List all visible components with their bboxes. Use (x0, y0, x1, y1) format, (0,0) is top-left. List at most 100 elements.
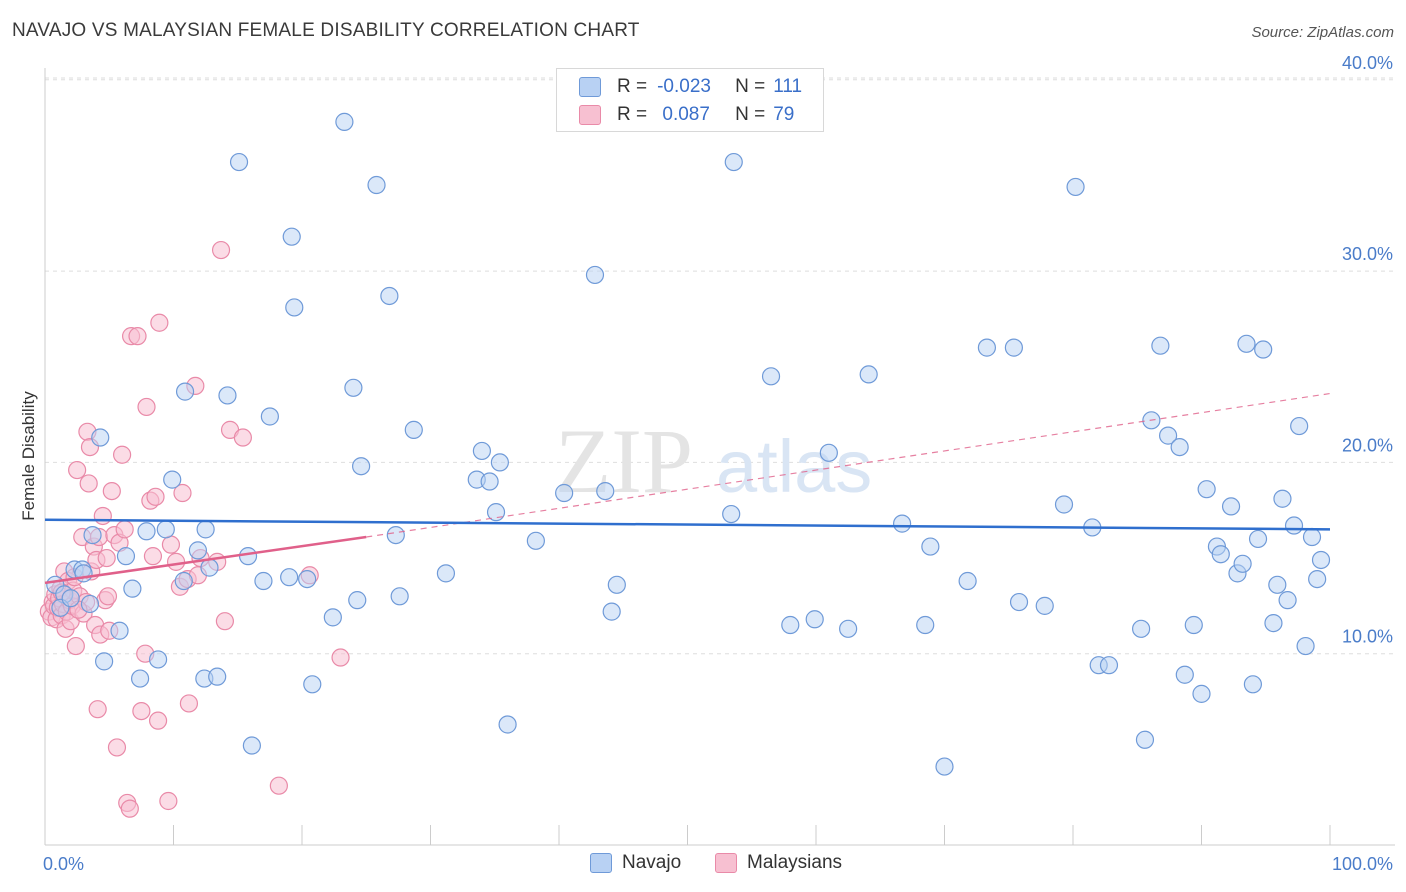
navajo-point (436, 564, 456, 583)
navajo-point (335, 112, 354, 131)
navajo-point (1192, 684, 1211, 703)
axis-labels: 10.0% 20.0% 30.0% 40.0% 0.0% 100.0% Female Dis… (19, 53, 1393, 874)
navajo-point (323, 608, 342, 627)
malaysians-point (159, 791, 178, 811)
bottom-legend-navajo[interactable]: Navajo (590, 852, 681, 874)
navajo-point (607, 575, 626, 594)
malaysians-point (66, 636, 85, 656)
navajo-point (1254, 340, 1273, 359)
navajo-point (916, 615, 935, 635)
malaysians-trend-dashed (366, 392, 1331, 538)
navajo-point (1211, 545, 1230, 564)
navajo-point (344, 378, 363, 397)
malaysians-point (150, 313, 169, 332)
navajo-point (208, 667, 227, 686)
navajo-point (555, 483, 574, 503)
x-tick-label: 0.0% (43, 854, 84, 874)
navajo-point (1158, 426, 1178, 445)
navajo-point (156, 520, 175, 539)
navajo-point (174, 571, 193, 591)
navajo-point (498, 715, 517, 734)
navajo-point (1066, 177, 1085, 197)
y-tick-label: 30.0% (1342, 244, 1393, 264)
chart-title: NAVAJO VS MALAYSIAN FEMALE DISABILITY CO… (12, 20, 640, 41)
navajo-point (196, 520, 215, 539)
navajo-point (280, 568, 299, 587)
navajo-point (1278, 591, 1297, 610)
axes (44, 68, 1395, 846)
navajo-point (1290, 416, 1309, 436)
navajo-point (390, 587, 409, 606)
navajo-point (303, 675, 322, 694)
malaysians-point (112, 445, 132, 464)
legend-r-value: -0.023 (657, 76, 711, 97)
legend-n-value: 79 (773, 104, 795, 125)
malaysians-point (97, 548, 116, 568)
navajo-point (935, 757, 954, 776)
bottom-legend-malaysians[interactable]: Malaysians (715, 852, 842, 874)
navajo-point (1175, 665, 1194, 684)
navajo-point (1264, 613, 1283, 633)
navajo-point (585, 265, 605, 285)
navajo-point (404, 420, 423, 439)
navajo-point (1284, 516, 1304, 535)
navajo-point (490, 453, 509, 472)
malaysians-point (68, 460, 87, 480)
navajo-point (1311, 550, 1331, 570)
navajo-legend-icon (590, 853, 612, 873)
navajo-point (1308, 569, 1327, 589)
navajo-point (130, 669, 150, 688)
x-tick-label: 100.0% (1332, 854, 1393, 874)
legend-n-label: N = (735, 76, 766, 97)
navajo-point (1004, 338, 1023, 357)
navajo-points (46, 112, 1331, 776)
navajo-point (282, 227, 301, 246)
legend-n-label: N = (735, 104, 766, 125)
watermark: ZIP atlas (555, 410, 872, 512)
navajo-point (200, 558, 219, 577)
chart-source: Source: ZipAtlas.com (1251, 24, 1394, 41)
navajo-point (380, 286, 399, 306)
navajo-point (486, 503, 506, 522)
navajo-point (218, 386, 237, 405)
navajo-point (977, 338, 997, 357)
navajo-point (805, 610, 824, 629)
navajo-point (1273, 489, 1292, 508)
navajo-point (242, 736, 261, 755)
malaysians-point (161, 535, 181, 554)
navajo-point (480, 472, 499, 491)
malaysians-point (148, 711, 168, 730)
navajo-point (110, 621, 129, 640)
navajo-point (1302, 527, 1322, 547)
navajo-point (761, 367, 781, 386)
navajo-point (921, 537, 940, 556)
navajo-point (1221, 497, 1241, 516)
y-axis-label: Female Disability (19, 391, 38, 521)
malaysians-point (79, 474, 98, 493)
navajo-point (83, 525, 102, 545)
legend-r-value: 0.087 (657, 104, 710, 125)
navajo-point (859, 365, 878, 384)
navajo-point (1099, 656, 1119, 675)
malaysians-point (331, 648, 350, 667)
navajo-point (123, 579, 142, 598)
navajo-point (1237, 334, 1256, 353)
navajo-point (892, 514, 912, 533)
navajo-swatch-icon (579, 77, 601, 97)
navajo-point (348, 591, 367, 610)
malaysians-point (166, 552, 186, 571)
navajo-point (137, 522, 156, 541)
trend-lines (44, 392, 1331, 585)
watermark-atlas: atlas (716, 425, 872, 508)
navajo-point (1197, 480, 1216, 499)
malaysians-point (132, 701, 151, 721)
navajo-point (1054, 495, 1074, 514)
navajo-point (1151, 336, 1170, 355)
navajo-point (724, 152, 743, 172)
malaysians-points (39, 240, 350, 818)
malaysians-point (102, 481, 121, 501)
navajo-point (1035, 596, 1054, 615)
malaysians-legend-icon (715, 853, 737, 873)
malaysians-trend-line (44, 535, 367, 585)
